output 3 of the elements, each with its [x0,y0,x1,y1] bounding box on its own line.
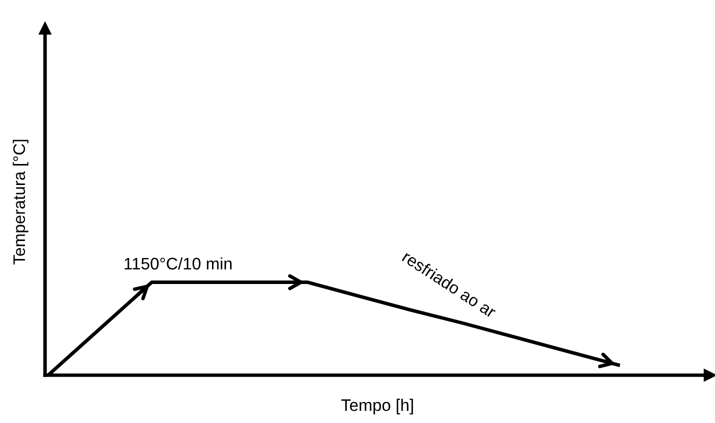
text: 1150°C/10 min [124,257,232,270]
x-axis-title: Tempo [h] [341,398,413,414]
y-axis-title: Temperatura [°C] [12,140,28,264]
